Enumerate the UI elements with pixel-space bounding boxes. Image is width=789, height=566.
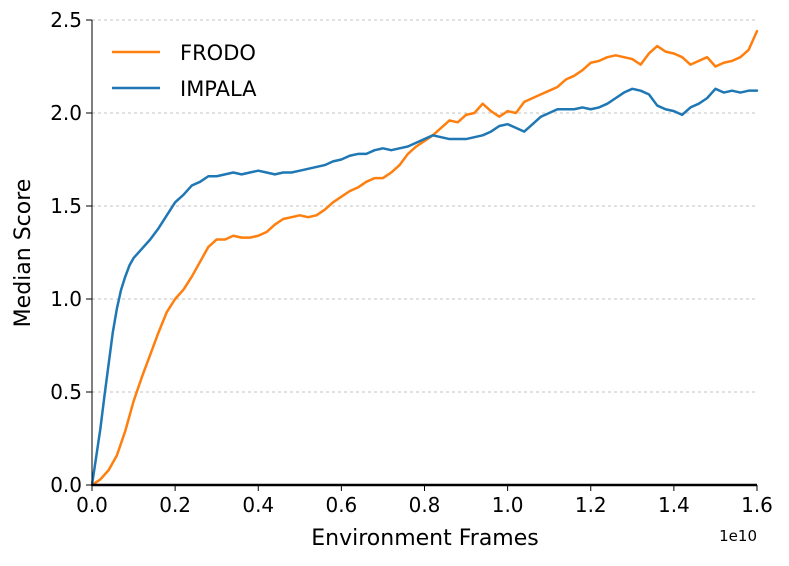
legend-label-frodo: FRODO [180,41,256,65]
x-tick-label-3: 0.6 [325,493,357,517]
x-tick-label-2: 0.4 [242,493,274,517]
y-tick-label-3: 1.5 [50,194,82,218]
series-line-frodo [90,29,759,487]
x-tick-label-8: 1.6 [741,493,773,517]
x-tick-label-1: 0.2 [159,493,191,517]
y-tick-label-0: 0.0 [50,473,82,497]
y-tick-label-4: 2.0 [50,101,82,125]
x-tick-label-6: 1.2 [575,493,607,517]
x-axis-exponent-label: 1e10 [719,527,757,545]
x-tick-label-7: 1.4 [658,493,690,517]
series-line-impala [90,87,759,487]
y-tick-label-5: 2.5 [50,8,82,32]
y-tick-label-2: 1.0 [50,287,82,311]
x-tick-label-5: 1.0 [492,493,524,517]
series-lines [90,29,759,487]
axes: 0.0 0.5 1.0 1.5 2.0 2.5 0.0 0.2 0.4 0.6 0.8 1.0 1.2 1… [50,8,773,517]
x-tick-label-0: 0.0 [76,493,108,517]
y-tick-label-1: 0.5 [50,380,82,404]
x-tick-label-4: 0.8 [409,493,441,517]
legend-label-impala: IMPALA [180,77,257,101]
x-axis-label: Environment Frames [311,526,538,551]
y-axis-label: Median Score [11,179,36,328]
legend: FRODO IMPALA [112,41,257,101]
